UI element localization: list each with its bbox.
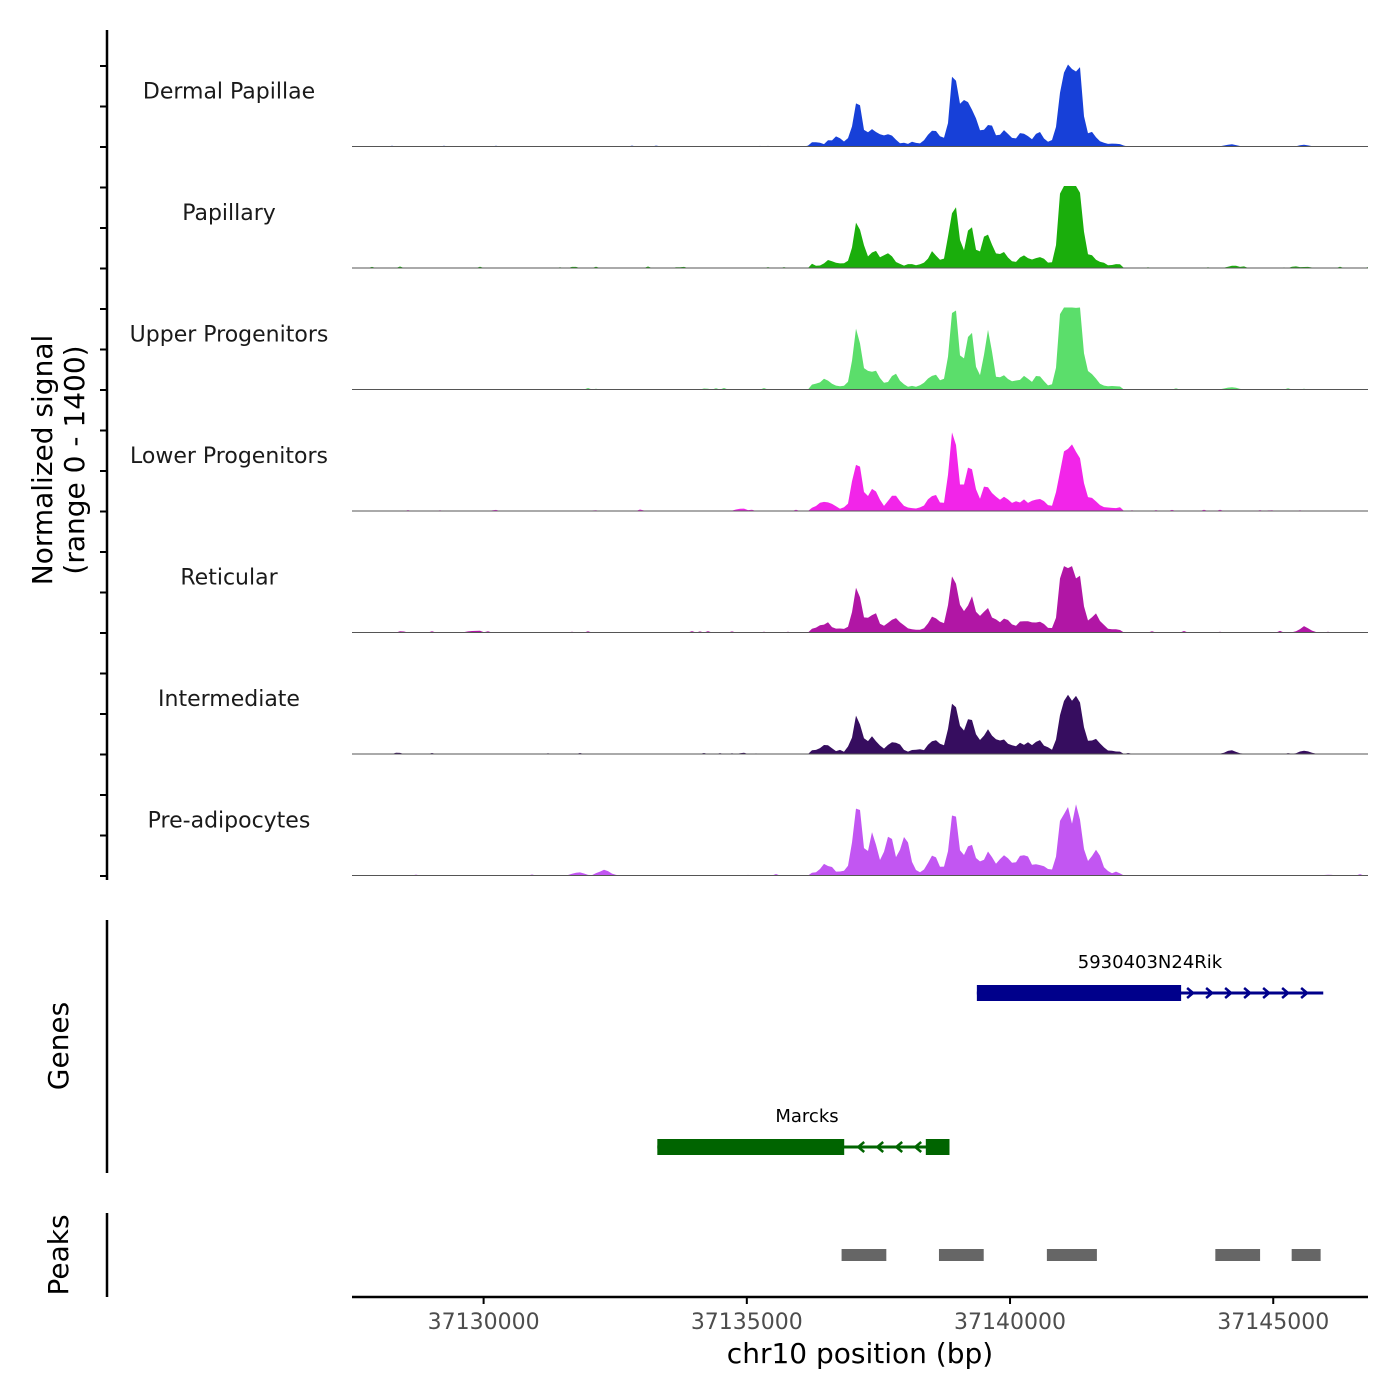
gene-label: 5930403N24Rik	[1078, 952, 1223, 973]
track-label: Pre-adipocytes	[148, 809, 311, 834]
track-papillary: Papillary	[182, 186, 1368, 269]
strand-arrow	[1205, 987, 1215, 999]
signal-area	[352, 694, 1368, 754]
gene-5930403n24rik: 5930403N24Rik	[976, 952, 1324, 1001]
signal-area	[352, 566, 1368, 633]
track-intermediate: Intermediate	[158, 687, 1368, 755]
signal-area	[352, 186, 1368, 268]
x-tick-label: 37130000	[428, 1310, 540, 1335]
coverage-tracks: Dermal Papillae Papillary Upper Progenitor…	[100, 30, 1368, 880]
track-label: Dermal Papillae	[143, 80, 315, 105]
x-tick-label: 37140000	[954, 1310, 1066, 1335]
signal-area	[352, 64, 1368, 147]
peak-region	[1291, 1249, 1321, 1261]
x-axis-title: chr10 position (bp)	[727, 1337, 993, 1370]
y-axis-title-line2: (range 0 - 1400)	[58, 345, 91, 574]
x-tick-label: 37145000	[1217, 1310, 1329, 1335]
gene-exon	[925, 1139, 950, 1155]
signal-area	[352, 804, 1368, 876]
gene-exon	[976, 985, 1182, 1001]
track-reticular: Reticular	[180, 566, 1368, 633]
track-dermal-papillae: Dermal Papillae	[143, 64, 1368, 147]
x-tick-label: 37135000	[691, 1310, 803, 1335]
genes-panel-title: Genes	[42, 1002, 75, 1090]
strand-arrow	[1224, 987, 1234, 999]
track-label: Lower Progenitors	[130, 444, 328, 469]
track-label: Papillary	[182, 201, 276, 226]
signal-area	[352, 432, 1368, 511]
signal-area	[352, 307, 1368, 390]
y-axis-title-line1: Normalized signal	[26, 335, 59, 586]
strand-arrow	[1262, 987, 1272, 999]
strand-arrow	[1186, 987, 1196, 999]
strand-arrow	[1300, 987, 1310, 999]
peak-region	[938, 1249, 984, 1261]
strand-arrow	[875, 1141, 885, 1153]
strand-arrow	[856, 1141, 866, 1153]
peaks-panel	[105, 1213, 1321, 1297]
peak-region	[1046, 1249, 1097, 1261]
gene-label: Marcks	[775, 1106, 838, 1127]
genes-panel: 5930403N24Rik Marcks	[105, 920, 1324, 1173]
peak-region	[1215, 1249, 1261, 1261]
gene-exon	[657, 1139, 845, 1155]
peaks-panel-title: Peaks	[42, 1214, 75, 1295]
strand-arrow	[1281, 987, 1291, 999]
track-label: Intermediate	[158, 687, 300, 712]
track-pre-adipocytes: Pre-adipocytes	[148, 804, 1368, 876]
gene-marcks: Marcks	[657, 1106, 950, 1155]
strand-arrow	[1243, 987, 1253, 999]
peak-region	[841, 1249, 887, 1261]
track-upper-progenitors: Upper Progenitors	[130, 307, 1368, 390]
strand-arrow	[913, 1141, 923, 1153]
strand-arrow	[894, 1141, 904, 1153]
track-label: Upper Progenitors	[130, 323, 329, 348]
track-label: Reticular	[180, 566, 278, 591]
x-axis: 37130000 37135000 37140000 37145000	[352, 1295, 1368, 1335]
track-lower-progenitors: Lower Progenitors	[130, 432, 1368, 512]
